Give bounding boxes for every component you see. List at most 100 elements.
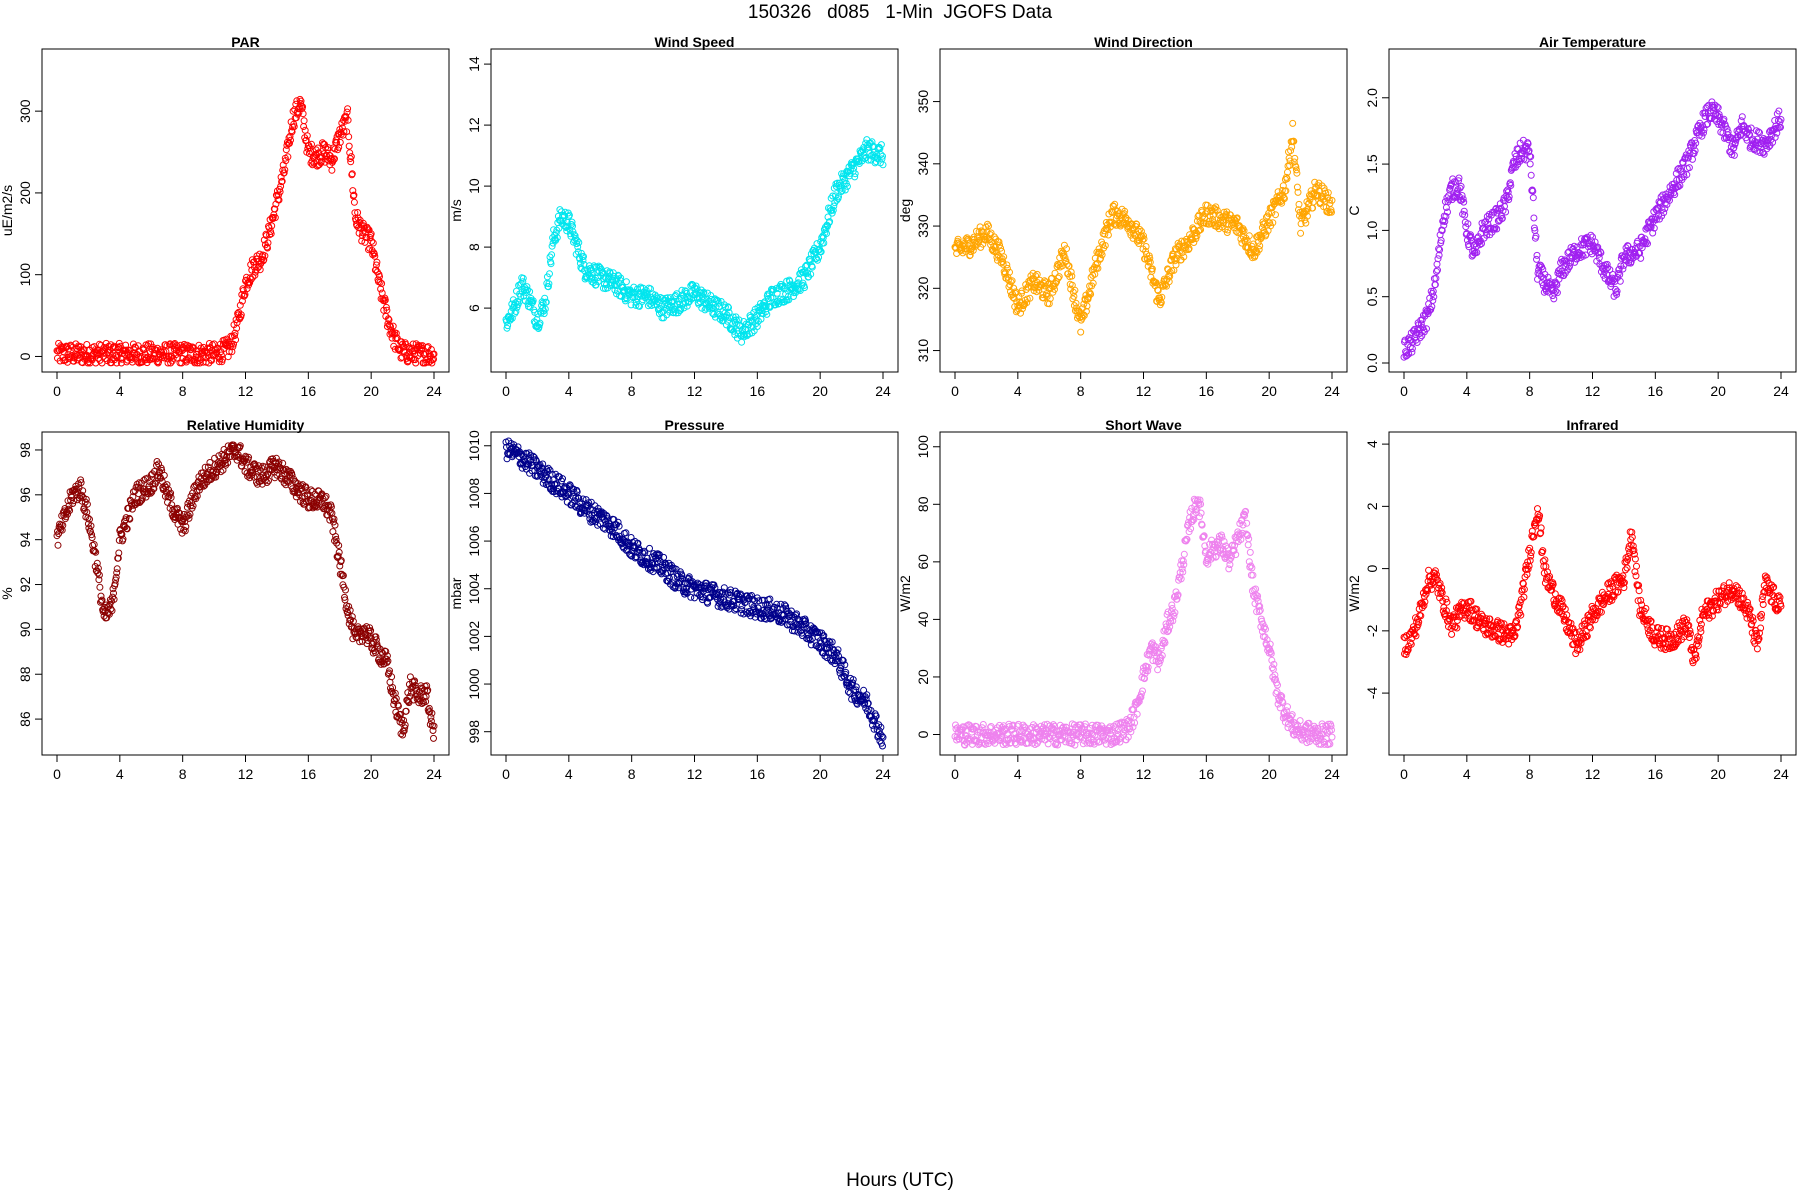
data-point bbox=[389, 329, 397, 337]
data-point bbox=[1003, 261, 1011, 269]
data-point bbox=[1612, 285, 1619, 293]
y-tick-label: 86 bbox=[17, 711, 33, 727]
data-point bbox=[1507, 182, 1515, 189]
x-tick-label: 4 bbox=[1014, 383, 1022, 399]
data-point bbox=[1291, 154, 1299, 162]
data-point bbox=[565, 211, 573, 219]
data-point bbox=[1045, 300, 1053, 308]
data-point bbox=[271, 205, 279, 213]
y-tick-label: 100 bbox=[17, 263, 33, 287]
data-point bbox=[1182, 246, 1190, 254]
data-point bbox=[1325, 196, 1333, 204]
data-point bbox=[387, 323, 394, 330]
data-point bbox=[1109, 202, 1117, 210]
data-point bbox=[652, 293, 660, 301]
x-tick-label: 4 bbox=[565, 383, 573, 399]
data-point bbox=[546, 270, 553, 278]
data-point bbox=[1416, 334, 1424, 342]
data-point bbox=[319, 139, 326, 147]
y-axis-label: C bbox=[1346, 205, 1362, 215]
data-point bbox=[1197, 226, 1205, 234]
data-point bbox=[271, 214, 279, 222]
data-point bbox=[1498, 214, 1506, 222]
data-point bbox=[1154, 287, 1162, 295]
data-point bbox=[350, 198, 358, 206]
data-point bbox=[1731, 139, 1739, 147]
data-point bbox=[646, 544, 653, 552]
y-tick-label: 8 bbox=[466, 243, 482, 251]
data-point bbox=[542, 298, 550, 306]
data-point bbox=[1287, 147, 1295, 155]
data-point bbox=[1193, 232, 1201, 240]
data-point bbox=[1530, 224, 1538, 232]
data-point bbox=[1003, 264, 1011, 272]
data-point bbox=[1077, 328, 1085, 336]
data-point bbox=[1098, 251, 1106, 259]
data-point bbox=[83, 341, 91, 348]
data-point bbox=[430, 350, 438, 358]
x-tick-label: 20 bbox=[1710, 383, 1726, 399]
x-tick-label: 8 bbox=[628, 766, 636, 782]
data-point bbox=[1714, 104, 1722, 112]
data-point bbox=[761, 303, 769, 311]
y-tick-label: 100 bbox=[915, 435, 931, 459]
data-point bbox=[970, 233, 978, 241]
data-point bbox=[1154, 666, 1162, 674]
data-point bbox=[996, 241, 1003, 249]
data-point bbox=[1133, 220, 1141, 228]
data-point bbox=[1087, 290, 1095, 298]
data-point bbox=[113, 354, 121, 362]
data-point bbox=[322, 144, 330, 152]
data-point bbox=[1157, 299, 1165, 307]
data-point bbox=[1140, 235, 1148, 243]
data-point bbox=[580, 253, 587, 260]
data-point bbox=[1430, 293, 1438, 301]
data-point bbox=[382, 303, 390, 311]
data-point bbox=[1080, 312, 1088, 319]
data-point bbox=[341, 117, 349, 125]
data-point bbox=[1061, 254, 1069, 262]
data-point bbox=[1320, 184, 1328, 192]
data-point bbox=[608, 281, 616, 289]
data-point bbox=[1756, 129, 1763, 137]
x-tick-label: 16 bbox=[750, 766, 766, 782]
data-point bbox=[1434, 255, 1442, 263]
y-tick-label: 40 bbox=[915, 611, 931, 627]
panel-title: Short Wave bbox=[1105, 417, 1182, 433]
x-tick-label: 4 bbox=[116, 383, 124, 399]
data-point bbox=[1165, 278, 1173, 286]
data-point bbox=[575, 239, 583, 246]
data-point bbox=[1068, 272, 1076, 280]
data-point bbox=[278, 177, 286, 185]
data-point bbox=[1533, 255, 1540, 263]
data-point bbox=[1255, 246, 1263, 253]
data-point bbox=[251, 271, 259, 279]
data-point bbox=[1282, 187, 1290, 195]
data-point bbox=[113, 565, 121, 573]
data-point bbox=[267, 230, 275, 238]
data-point bbox=[622, 278, 630, 286]
data-point bbox=[1136, 226, 1144, 233]
data-point bbox=[155, 358, 163, 366]
data-point bbox=[1000, 253, 1008, 261]
data-point bbox=[1089, 279, 1097, 287]
data-point bbox=[430, 734, 437, 742]
data-point bbox=[1661, 205, 1669, 212]
data-point bbox=[264, 244, 271, 252]
data-point bbox=[418, 344, 426, 352]
x-tick-label: 8 bbox=[628, 383, 636, 399]
data-point bbox=[329, 157, 337, 165]
data-point bbox=[546, 253, 554, 261]
data-point bbox=[1069, 288, 1077, 296]
x-tick-label: 12 bbox=[238, 766, 254, 782]
panel-relative-humidity: Relative Humidity%0 4 8 12 16 20 2486889092949… bbox=[0, 417, 450, 782]
data-point bbox=[808, 263, 816, 271]
data-point bbox=[1702, 109, 1710, 117]
data-point bbox=[368, 237, 376, 245]
series-points bbox=[502, 136, 887, 346]
data-point bbox=[610, 281, 618, 289]
data-point bbox=[1613, 291, 1621, 298]
y-tick-label: 310 bbox=[915, 339, 931, 363]
